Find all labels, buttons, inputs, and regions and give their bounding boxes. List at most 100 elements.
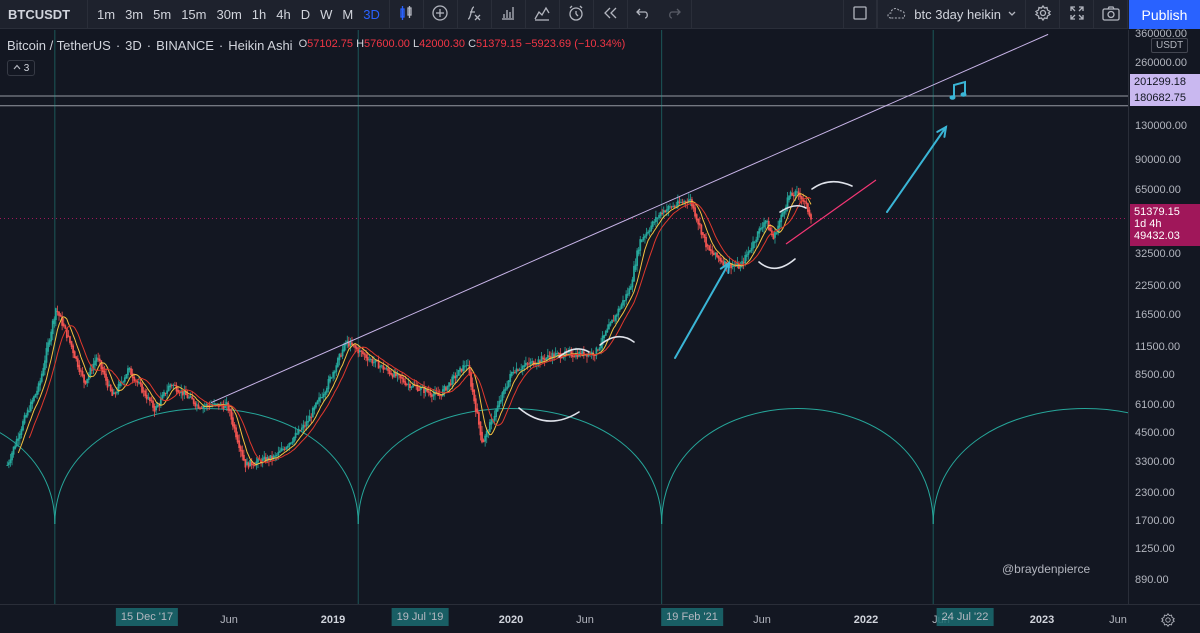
up-arrow-drawing[interactable] (886, 125, 948, 213)
interval-1m[interactable]: 1m (97, 6, 116, 22)
candle-body (48, 340, 51, 345)
indicators-button[interactable] (458, 0, 492, 29)
candle-body (750, 247, 753, 251)
candle-body (302, 424, 305, 429)
horizontal-levels[interactable] (0, 95, 1128, 107)
snapshot-button[interactable] (1094, 0, 1128, 29)
candle-body (799, 193, 801, 198)
candle-body (517, 369, 519, 371)
cycle-arc[interactable] (932, 408, 1128, 525)
interval-1h[interactable]: 1h (251, 6, 267, 22)
candle-body (25, 414, 28, 418)
rising-support-line[interactable] (785, 179, 877, 245)
bar-style-button[interactable] (390, 0, 424, 29)
toolbar-right: btc 3day heikin Publish (843, 0, 1200, 29)
candle-body (665, 209, 668, 212)
candle-body (244, 459, 247, 468)
fullscreen-button[interactable] (843, 0, 878, 29)
candle-body (510, 371, 513, 376)
candle-body (405, 384, 408, 386)
candle-body (87, 374, 90, 380)
candle-body (366, 357, 369, 361)
layout-selector[interactable]: btc 3day heikin (877, 0, 1026, 29)
top-arc-drawing[interactable] (779, 204, 807, 213)
candle-body (477, 412, 480, 425)
ascending-trendline[interactable] (210, 33, 1049, 404)
candle-body (300, 427, 303, 431)
indicators-toggle[interactable]: 3 (7, 60, 35, 76)
interval-m[interactable]: M (342, 6, 354, 22)
time-axis[interactable]: Jun 2019 Jun 2020 Jun Jun 2022 2023 Jun … (0, 604, 1200, 633)
interval-w[interactable]: W (320, 6, 333, 22)
candle-body (612, 320, 615, 322)
interval-15m[interactable]: 15m (181, 6, 207, 22)
top-arc-drawing[interactable] (558, 348, 590, 358)
candle-body (601, 335, 604, 345)
candle-body (462, 365, 465, 371)
interval-5m[interactable]: 5m (153, 6, 172, 22)
music-note-icon[interactable] (949, 80, 967, 100)
candle-body (598, 347, 601, 351)
candle-body (385, 368, 388, 370)
interval-d[interactable]: D (300, 6, 311, 22)
candle-body (340, 355, 342, 357)
candle-body (609, 322, 612, 326)
trendline[interactable] (210, 33, 1049, 404)
compare-button[interactable] (424, 0, 458, 29)
candle-body (253, 465, 256, 467)
candle-body (792, 195, 795, 197)
interval-4h[interactable]: 4h (276, 6, 291, 22)
candle-body (174, 384, 176, 386)
undo-button[interactable] (628, 0, 658, 29)
axis-settings-icon[interactable] (1160, 612, 1176, 633)
top-arc-drawing[interactable] (811, 180, 853, 190)
candle-body (495, 409, 498, 418)
candle-body (83, 374, 85, 383)
replay-button[interactable] (594, 0, 628, 29)
annotations[interactable] (518, 80, 967, 422)
time-cycles[interactable] (0, 30, 1128, 604)
legend-interval: 3D (125, 38, 142, 53)
candle-body (222, 405, 225, 409)
cycle-arc[interactable] (357, 408, 663, 525)
candle-body (479, 421, 482, 436)
publish-button[interactable]: Publish (1129, 0, 1200, 29)
top-arc-drawing[interactable] (599, 335, 635, 346)
interval-30m[interactable]: 30m (216, 6, 242, 22)
candle-body (310, 417, 313, 419)
note-stem (953, 80, 966, 97)
candle-body (506, 386, 508, 390)
candle-body (410, 386, 413, 388)
candle-body (396, 373, 399, 376)
candle-body (427, 391, 430, 393)
financials-button[interactable] (492, 0, 526, 29)
currency-label[interactable]: USDT (1151, 38, 1189, 53)
price-chart[interactable] (0, 30, 1128, 604)
candle-body (562, 356, 565, 358)
symbol-search[interactable]: BTCUSDT (0, 0, 88, 29)
candle-body (764, 220, 767, 224)
interval-3d[interactable]: 3D (363, 6, 380, 22)
bottom-arc-drawing[interactable] (518, 407, 580, 422)
candle-body (164, 392, 167, 394)
cycle-arc[interactable] (661, 408, 934, 525)
candle-body (73, 351, 76, 359)
settings-button[interactable] (1026, 0, 1060, 29)
cycle-arc[interactable] (0, 409, 56, 525)
redo-button[interactable] (658, 0, 692, 29)
candle-body (56, 311, 59, 313)
level-tag-upper[interactable]: 201299.18 (1130, 74, 1200, 90)
candle-body (662, 209, 665, 214)
time-label: Jun (576, 614, 594, 626)
bottom-arc-drawing[interactable] (758, 258, 796, 270)
chart-legend[interactable]: Bitcoin / TetherUS · 3D · BINANCE · Heik… (7, 38, 626, 53)
expand-button[interactable] (1060, 0, 1094, 29)
templates-button[interactable] (526, 0, 560, 29)
price-axis[interactable]: USDT 360000.00 260000.00 130000.00 90000… (1128, 28, 1200, 604)
up-arrow-drawing[interactable] (674, 261, 731, 359)
candle-body (214, 403, 217, 405)
level-tag-lower[interactable]: 180682.75 (1130, 90, 1200, 106)
alert-button[interactable] (560, 0, 594, 29)
interval-3m[interactable]: 3m (125, 6, 144, 22)
cycle-arc[interactable] (54, 408, 359, 525)
